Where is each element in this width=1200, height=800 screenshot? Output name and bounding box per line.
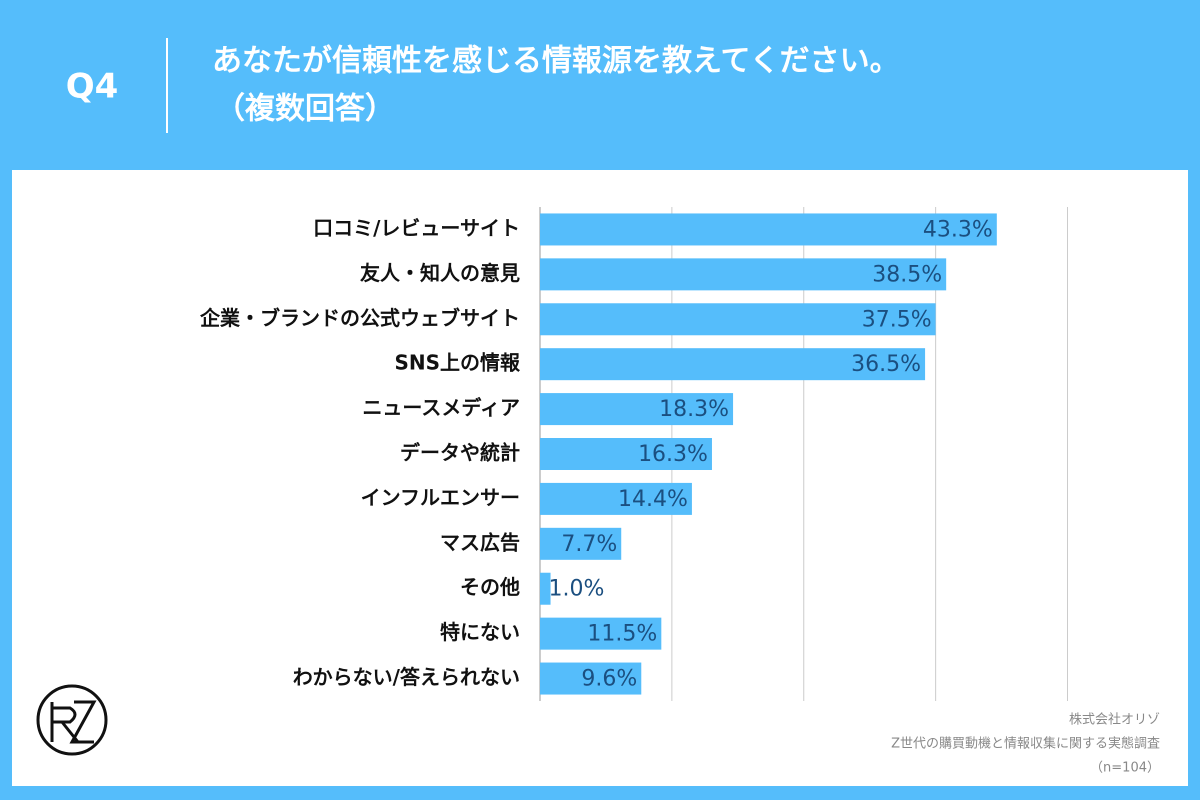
- value-label: 1.0%: [549, 577, 605, 602]
- chart-title: あなたが信頼性を感じる情報源を教えてください。: [212, 44, 900, 79]
- value-label: 36.5%: [851, 352, 921, 377]
- category-label: インフルエンサー: [361, 485, 520, 509]
- footer-sample: （n=104）: [1090, 761, 1160, 776]
- value-label: 14.4%: [618, 487, 688, 512]
- value-label: 7.7%: [561, 532, 617, 557]
- value-label: 18.3%: [659, 397, 729, 422]
- value-label: 11.5%: [587, 622, 657, 647]
- bar: [540, 393, 734, 426]
- category-label: SNS上の情報: [394, 351, 521, 375]
- bar: [540, 258, 947, 291]
- logo: [36, 684, 108, 756]
- category-label: 口コミ/レビューサイト: [313, 216, 520, 240]
- bar: [540, 303, 936, 336]
- bar: [540, 348, 926, 381]
- value-label: 43.3%: [923, 217, 993, 242]
- chart-subtitle: （複数回答）: [215, 92, 395, 127]
- bar: [540, 213, 997, 246]
- value-label: 38.5%: [872, 262, 942, 287]
- value-label: 16.3%: [638, 442, 708, 467]
- category-label: 友人・知人の意見: [360, 261, 520, 285]
- category-label: ニュースメディア: [362, 396, 520, 420]
- category-label: データや統計: [400, 441, 520, 465]
- category-label: 特にない: [440, 620, 520, 644]
- category-label: わからない/答えられない: [293, 665, 520, 689]
- bar: [540, 617, 662, 650]
- category-label: 企業・ブランドの公式ウェブサイト: [199, 306, 520, 330]
- question-number: Q4: [66, 67, 119, 107]
- footer-survey: Z世代の購買動機と情報収集に関する実態調査: [891, 736, 1160, 752]
- bar: [540, 572, 551, 605]
- bar: [540, 482, 692, 515]
- value-label: 37.5%: [862, 307, 932, 332]
- category-label: その他: [460, 575, 520, 599]
- value-label: 9.6%: [581, 667, 637, 692]
- bar: [540, 527, 622, 560]
- category-label: マス広告: [440, 530, 520, 554]
- bar: [540, 438, 712, 470]
- footer-company: 株式会社オリゾ: [1069, 712, 1160, 728]
- bar: [540, 662, 642, 695]
